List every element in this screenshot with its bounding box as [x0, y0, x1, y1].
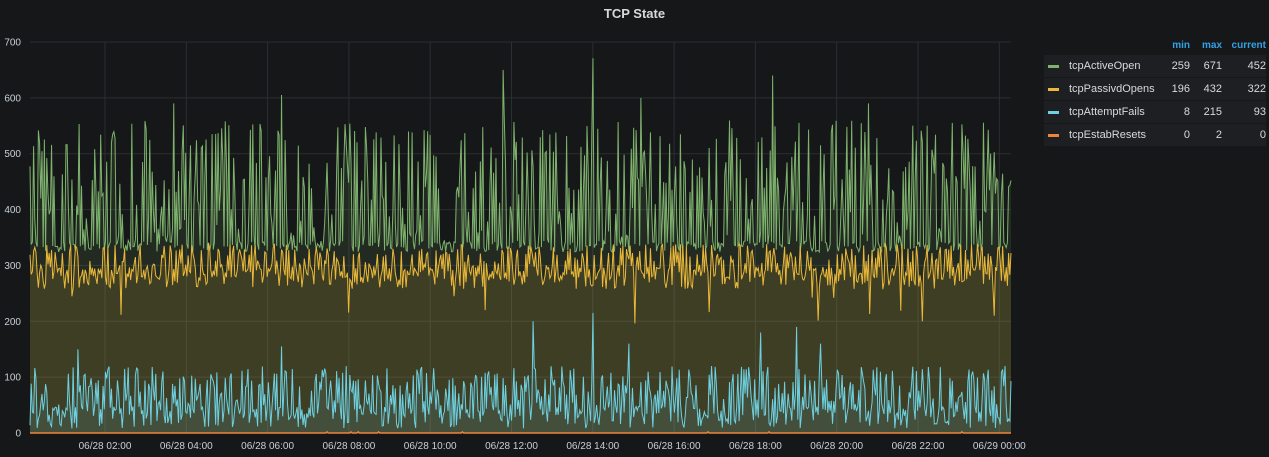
y-tick-label: 700 — [4, 38, 21, 49]
legend-swatch[interactable] — [1048, 133, 1059, 137]
legend-min-value: 196 — [1171, 83, 1190, 95]
x-tick-label: 06/28 02:00 — [79, 441, 132, 452]
legend-min-value: 8 — [1183, 106, 1190, 118]
series-fill-tcppassivdopens — [30, 243, 1011, 433]
legend-series-name[interactable]: tcpAttemptFails — [1069, 106, 1145, 118]
legend-current-value: 322 — [1247, 83, 1266, 95]
legend-current-value: 93 — [1253, 106, 1266, 118]
x-tick-label: 06/28 20:00 — [810, 441, 863, 452]
legend-header-current[interactable]: current — [1231, 40, 1266, 51]
series-fill-tcpactiveopen — [30, 58, 1011, 433]
x-tick-label: 06/28 12:00 — [485, 441, 538, 452]
legend-item-tcpestabresets[interactable]: tcpEstabResets 0 2 0 — [1044, 124, 1266, 146]
legend-header: min max current — [1044, 38, 1266, 54]
legend-item-tcpattemptfails[interactable]: tcpAttemptFails 8 215 93 — [1044, 101, 1266, 123]
x-tick-label: 06/28 06:00 — [241, 441, 294, 452]
x-tick-label: 06/28 08:00 — [322, 441, 375, 452]
legend-swatch[interactable] — [1048, 110, 1059, 114]
legend-series-name[interactable]: tcpActiveOpen — [1069, 60, 1141, 72]
panel-title[interactable]: TCP State — [603, 6, 666, 21]
legend-item-tcppassivdopens[interactable]: tcpPassivdOpens 196 432 322 — [1044, 78, 1266, 100]
y-tick-label: 300 — [4, 261, 21, 272]
y-tick-label: 600 — [4, 93, 21, 104]
legend-current-value: 0 — [1259, 129, 1266, 141]
series-line-tcpattemptfails — [29, 312, 1012, 429]
y-tick-label: 400 — [4, 205, 21, 216]
x-tick-label: 06/29 00:00 — [973, 441, 1026, 452]
legend-swatch[interactable] — [1048, 87, 1059, 91]
legend-max-value: 215 — [1203, 106, 1222, 118]
y-tick-label: 0 — [15, 429, 21, 440]
legend-min-value: 0 — [1183, 129, 1190, 141]
x-tick-label: 06/28 22:00 — [892, 441, 945, 452]
x-tick-label: 06/28 18:00 — [729, 441, 782, 452]
x-tick-label: 06/28 10:00 — [404, 441, 457, 452]
legend-series-name[interactable]: tcpPassivdOpens — [1069, 83, 1155, 95]
y-tick-label: 500 — [4, 149, 21, 160]
series-line-tcpestabresets — [30, 430, 1011, 434]
x-tick-label: 06/28 16:00 — [648, 441, 701, 452]
y-tick-label: 100 — [4, 373, 21, 384]
legend-header-max[interactable]: max — [1201, 40, 1222, 51]
series-line-tcpactiveopen — [29, 58, 1012, 254]
tcp-state-chart: 0 100 200 300 400 500 600 700 06/28 02:00 06/28 0… — [4, 38, 1026, 453]
legend-header-min[interactable]: min — [1172, 40, 1190, 51]
legend-series-name[interactable]: tcpEstabResets — [1069, 129, 1147, 141]
legend-swatch[interactable] — [1048, 64, 1059, 68]
legend-max-value: 2 — [1215, 129, 1222, 141]
series-line-tcppassivdopens — [29, 241, 1012, 324]
y-tick-label: 200 — [4, 317, 21, 328]
legend-min-value: 259 — [1171, 60, 1190, 72]
legend-max-value: 432 — [1203, 83, 1222, 95]
legend-max-value: 671 — [1203, 60, 1222, 72]
legend-current-value: 452 — [1247, 60, 1266, 72]
legend: min max current tcpActiveOpen 259 671 45… — [1044, 38, 1266, 146]
x-tick-label: 06/28 04:00 — [160, 441, 213, 452]
legend-item-tcpactiveopen[interactable]: tcpActiveOpen 259 671 452 — [1044, 55, 1266, 77]
x-tick-label: 06/28 14:00 — [566, 441, 619, 452]
